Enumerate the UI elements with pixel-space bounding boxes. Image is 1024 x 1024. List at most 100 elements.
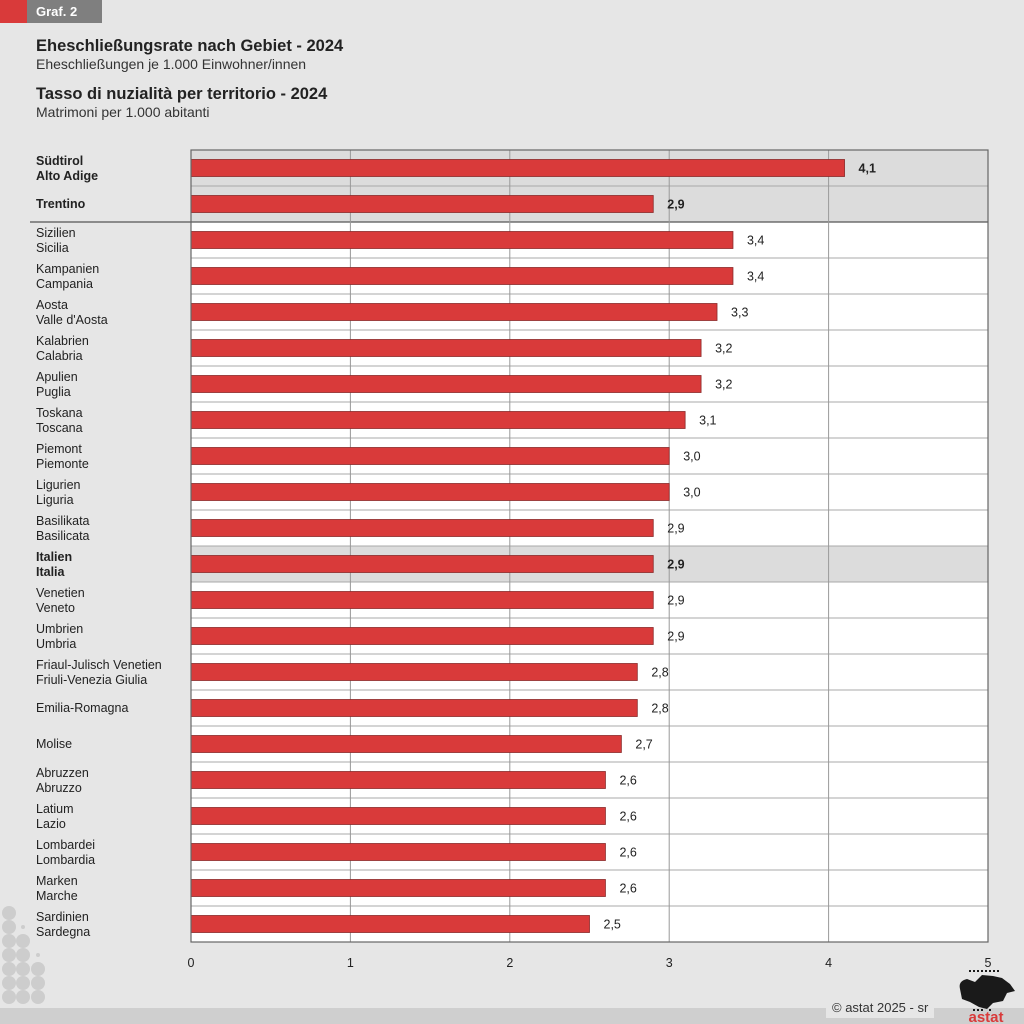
bar xyxy=(190,447,670,465)
category-label-de: Apulien xyxy=(36,370,78,384)
category-label-it: Piemonte xyxy=(36,457,89,471)
category-label: Molise xyxy=(36,737,72,751)
bar-value-label: 3,0 xyxy=(683,450,700,464)
category-label-de: Toskana xyxy=(36,406,83,420)
category-label-de: Kalabrien xyxy=(36,334,89,348)
category-label-it: Valle d'Aosta xyxy=(36,313,108,327)
category-label-de: Italien xyxy=(36,550,72,564)
bar xyxy=(190,519,654,537)
category-label: Emilia-Romagna xyxy=(36,701,128,715)
chart-subtitle-de: Eheschließungen je 1.000 Einwohner/innen xyxy=(36,56,307,72)
category-label-de: Sardinien xyxy=(36,910,89,924)
bar xyxy=(190,555,654,573)
category-label-it: Calabria xyxy=(36,349,83,363)
bar-value-label: 2,6 xyxy=(619,882,636,896)
category-label-de: Aosta xyxy=(36,298,68,312)
bar-value-label: 2,8 xyxy=(651,702,668,716)
logo-text: astat xyxy=(968,1009,1003,1024)
bar xyxy=(190,159,845,177)
bar xyxy=(190,339,702,357)
bar xyxy=(190,663,638,681)
bar-value-label: 2,9 xyxy=(667,198,684,212)
category-label-de: Abruzzen xyxy=(36,766,89,780)
bar-value-label: 2,9 xyxy=(667,558,684,572)
bar xyxy=(190,195,654,213)
bar-value-label: 3,2 xyxy=(715,378,732,392)
x-tick-label: 1 xyxy=(347,956,354,970)
category-label-de: Marken xyxy=(36,874,78,888)
copyright-text: © astat 2025 - sr xyxy=(826,998,935,1018)
category-label-de: Basilikata xyxy=(36,514,90,528)
bar-value-label: 2,8 xyxy=(651,666,668,680)
category-label: Trentino xyxy=(36,197,86,211)
bar-value-label: 3,1 xyxy=(699,414,716,428)
bar-value-label: 4,1 xyxy=(859,162,876,176)
category-label-it: Marche xyxy=(36,889,78,903)
bar xyxy=(190,411,686,429)
bar xyxy=(190,807,606,825)
plot-frame xyxy=(190,149,989,943)
bar xyxy=(190,375,702,393)
category-label-it: Umbria xyxy=(36,637,76,651)
bar-value-label: 3,0 xyxy=(683,486,700,500)
category-label-it: Sicilia xyxy=(36,241,69,255)
bar-value-label: 2,9 xyxy=(667,630,684,644)
chart-subtitle-it: Matrimoni per 1.000 abitanti xyxy=(36,104,210,120)
bar xyxy=(190,843,606,861)
bar-value-label: 2,9 xyxy=(667,522,684,536)
category-label-it: Toscana xyxy=(36,421,83,435)
category-label-de: Sizilien xyxy=(36,226,76,240)
chart-title-it: Tasso di nuzialità per territorio - 2024 xyxy=(36,85,328,103)
x-tick-label: 3 xyxy=(666,956,673,970)
category-label-it: Lazio xyxy=(36,817,66,831)
bar xyxy=(190,915,590,933)
bar-value-label: 3,4 xyxy=(747,234,764,248)
bar-value-label: 2,6 xyxy=(619,774,636,788)
category-label-de: Südtirol xyxy=(36,154,83,168)
graph-number: Graf. 2 xyxy=(27,0,102,23)
category-label-de: Venetien xyxy=(36,586,85,600)
category-label-de: Piemont xyxy=(36,442,82,456)
category-label-it: Veneto xyxy=(36,601,75,615)
x-tick-label: 4 xyxy=(825,956,832,970)
footer-bar xyxy=(0,1008,1024,1024)
bar-value-label: 2,7 xyxy=(635,738,652,752)
bar xyxy=(190,771,606,789)
x-tick-label: 2 xyxy=(506,956,513,970)
graph-number-tag: Graf. 2 xyxy=(0,0,102,23)
category-label-de: Ligurien xyxy=(36,478,81,492)
bar-value-label: 2,9 xyxy=(667,594,684,608)
bar-value-label: 3,3 xyxy=(731,306,748,320)
category-label-it: Basilicata xyxy=(36,529,90,543)
bar xyxy=(190,591,654,609)
bar xyxy=(190,627,654,645)
category-label-it: Campania xyxy=(36,277,93,291)
category-label-it: Abruzzo xyxy=(36,781,82,795)
bar-value-label: 2,6 xyxy=(619,810,636,824)
category-label-de: Latium xyxy=(36,802,74,816)
category-label-de: Umbrien xyxy=(36,622,83,636)
tag-accent xyxy=(0,0,27,23)
category-label-it: Sardegna xyxy=(36,925,90,939)
category-label-de: Friaul-Julisch Venetien xyxy=(36,658,162,672)
bar-value-label: 3,4 xyxy=(747,270,764,284)
category-label-de: Kampanien xyxy=(36,262,99,276)
x-tick-label: 5 xyxy=(985,956,992,970)
bar xyxy=(190,699,638,717)
category-label-it: Lombardia xyxy=(36,853,95,867)
x-tick-label: 0 xyxy=(188,956,195,970)
bar xyxy=(190,231,734,249)
bar xyxy=(190,879,606,897)
category-label-it: Italia xyxy=(36,565,66,579)
decorative-dots xyxy=(2,906,45,1004)
category-label-it: Puglia xyxy=(36,385,71,399)
astat-logo: astat xyxy=(959,970,1015,1024)
bar-value-label: 2,5 xyxy=(604,918,621,932)
bar xyxy=(190,267,734,285)
chart-title-de: Eheschließungsrate nach Gebiet - 2024 xyxy=(36,37,344,55)
bar xyxy=(190,735,622,753)
bar-value-label: 3,2 xyxy=(715,342,732,356)
category-label-de: Lombardei xyxy=(36,838,95,852)
bar xyxy=(190,303,718,321)
